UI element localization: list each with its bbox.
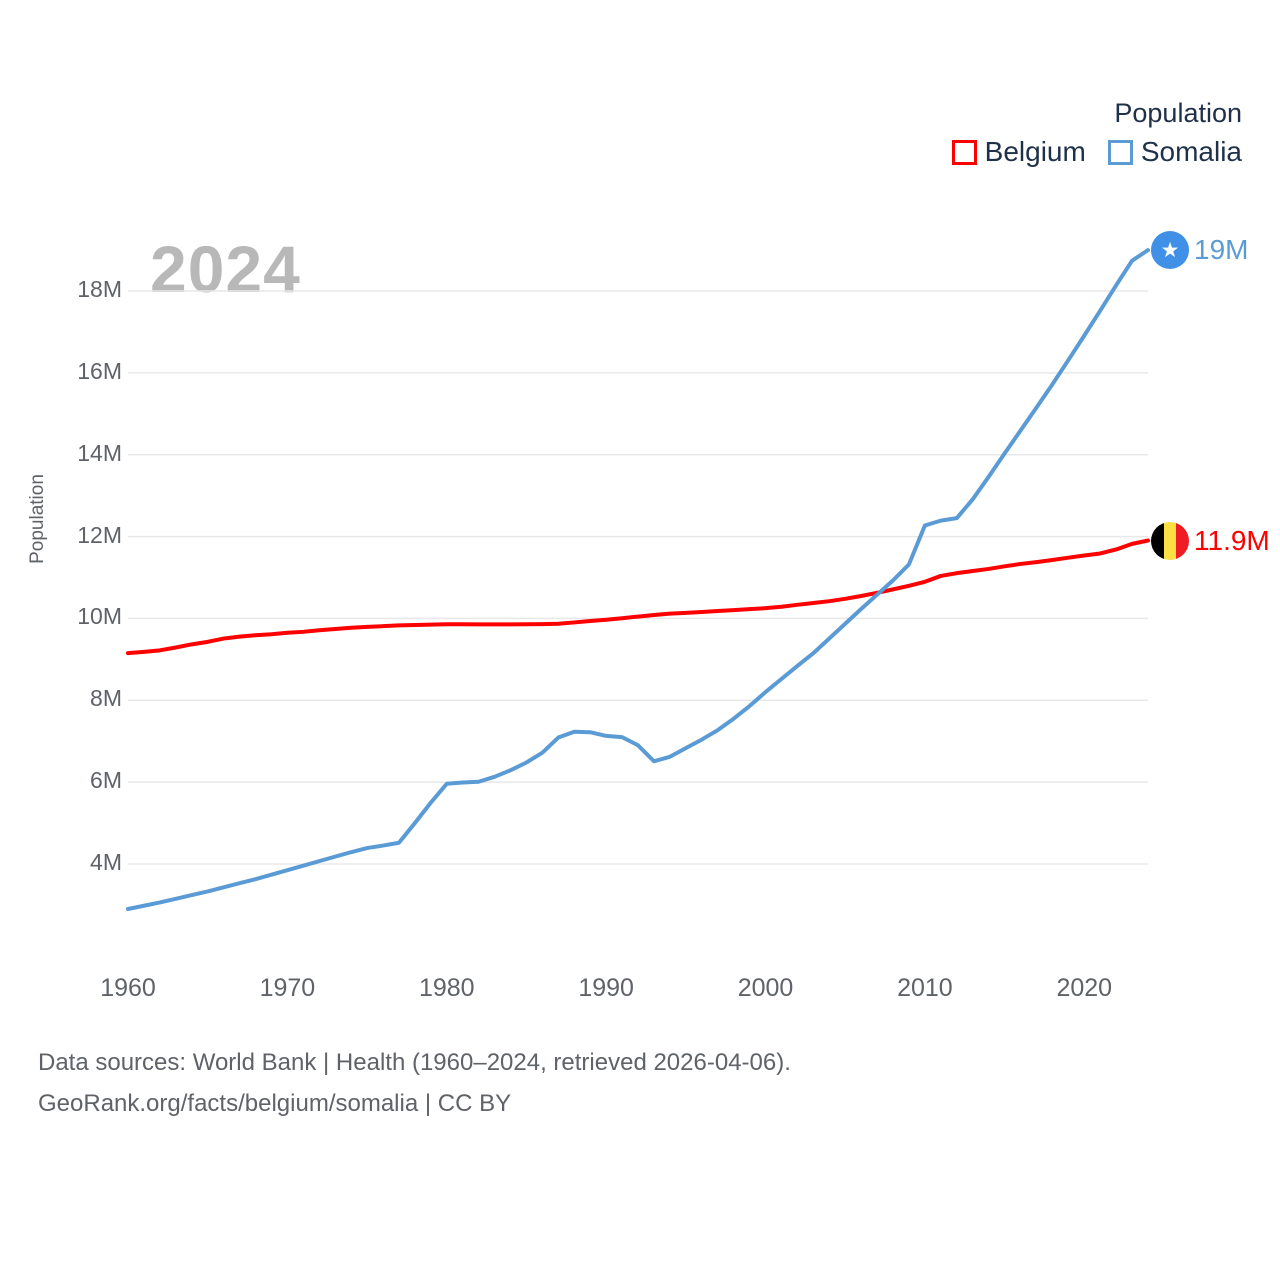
- y-axis-ticks: 4M 6M 8M 10M 12M 14M 16M 18M: [0, 0, 122, 1030]
- x-tick-label: 2000: [737, 974, 794, 1002]
- y-tick-label: 18M: [77, 276, 122, 302]
- chart-legend: Population Belgium Somalia: [951, 96, 1242, 168]
- somalia-flag-icon: ★: [1151, 231, 1189, 270]
- series-line-somalia: [126, 248, 1150, 912]
- legend-swatch-belgium: [951, 139, 977, 165]
- y-tick-label: 10M: [77, 603, 122, 630]
- legend-title: Population: [1114, 98, 1242, 128]
- endpoint-marker-belgium: 11.9M: [1151, 521, 1270, 560]
- x-tick-label: 1980: [418, 974, 475, 1002]
- endpoint-value-somalia: 19M: [1194, 234, 1249, 266]
- footer-attribution: Data sources: World Bank | Health (1960–…: [38, 1042, 791, 1124]
- legend-swatch-somalia: [1107, 139, 1133, 165]
- y-tick-label: 16M: [77, 357, 122, 384]
- x-tick-label: 1960: [100, 974, 156, 1002]
- y-tick-label: 4M: [90, 849, 122, 875]
- x-axis-ticks: 1960 1970 1980 1990 2000 2010 2020: [0, 974, 1280, 1014]
- plot-area: 4M 6M 8M 10M 12M 14M 16M 18M Population 1960 197…: [0, 0, 1280, 1030]
- flag-stripe-black: [1151, 521, 1164, 560]
- year-watermark: 2024: [150, 232, 301, 306]
- endpoint-marker-somalia: ★ 19M: [1151, 231, 1249, 270]
- chart-svg: [126, 248, 1150, 912]
- y-tick-label: 8M: [90, 685, 122, 712]
- endpoint-value-belgium: 11.9M: [1194, 524, 1270, 556]
- footer-line-1: Data sources: World Bank | Health (1960–…: [38, 1049, 791, 1076]
- legend-label-somalia: Somalia: [1140, 136, 1242, 167]
- flag-stripe-yellow: [1163, 521, 1177, 560]
- x-tick-label: 2020: [1056, 974, 1113, 1002]
- y-axis-title: Population: [27, 474, 48, 564]
- y-tick-label: 12M: [77, 521, 122, 548]
- legend-item-belgium[interactable]: Belgium: [951, 136, 1086, 168]
- flag-stripe-red: [1176, 521, 1189, 560]
- series-line-belgium: [126, 538, 1150, 656]
- legend-label-belgium: Belgium: [984, 136, 1086, 167]
- x-tick-label: 1990: [578, 974, 634, 1002]
- x-tick-label: 1970: [259, 974, 316, 1002]
- legend-item-somalia[interactable]: Somalia: [1107, 136, 1242, 168]
- y-tick-label: 6M: [90, 767, 122, 794]
- legend-items: Belgium Somalia: [951, 136, 1242, 168]
- y-tick-label: 14M: [77, 439, 122, 466]
- footer-line-2: GeoRank.org/facts/belgium/somalia | CC B…: [38, 1090, 512, 1117]
- x-tick-label: 2010: [897, 974, 953, 1002]
- belgium-flag-icon: [1151, 521, 1189, 560]
- star-icon: ★: [1160, 238, 1180, 262]
